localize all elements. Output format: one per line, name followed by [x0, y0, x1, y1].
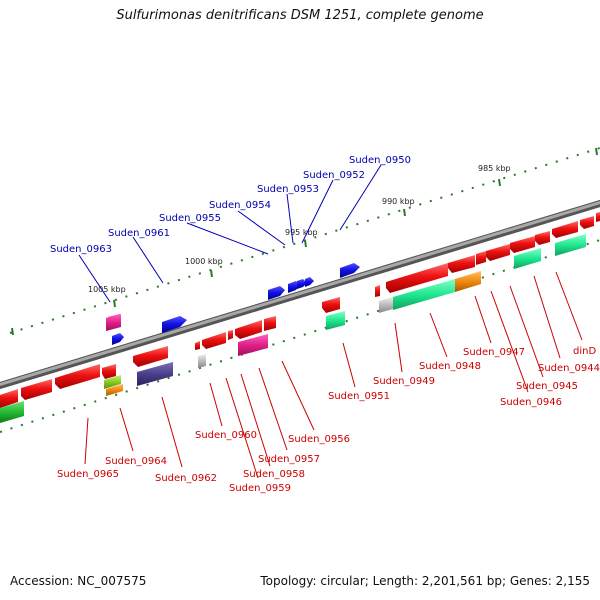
gene-suden-0956[interactable] [264, 316, 276, 331]
gene-suden-0951[interactable] [322, 297, 340, 313]
block-gray-0949 [379, 297, 393, 313]
scale-label-995: 995 kbp [285, 228, 318, 237]
gene-blue-small[interactable] [112, 333, 124, 345]
label-suden-0963[interactable]: Suden_0963 [50, 244, 112, 255]
scale-label-1005: 1005 kbp [88, 285, 126, 294]
gene-dind[interactable] [552, 221, 578, 238]
label-suden-0954[interactable]: Suden_0954 [209, 200, 271, 211]
block-orange-0948 [455, 271, 481, 292]
gene-suden-0952[interactable] [305, 277, 314, 287]
label-suden-0958[interactable]: Suden_0958 [243, 469, 305, 480]
gene-suden-0959[interactable] [202, 332, 226, 349]
bottom-leader-lines [84, 271, 583, 479]
label-suden-0948[interactable]: Suden_0948 [419, 361, 481, 372]
reverse-genes [0, 212, 600, 408]
gene-red-small-a[interactable] [102, 364, 116, 379]
label-suden-0961[interactable]: Suden_0961 [108, 228, 170, 239]
label-suden-0950[interactable]: Suden_0950 [349, 155, 411, 166]
scale-label-990: 990 kbp [382, 197, 415, 206]
gene-suden-0947[interactable] [476, 251, 486, 265]
gene-suden-0963-block[interactable] [106, 314, 121, 331]
label-suden-0946[interactable]: Suden_0946 [500, 397, 562, 408]
label-suden-0955[interactable]: Suden_0955 [159, 213, 221, 224]
block-magenta [238, 334, 268, 356]
block-orange-small [106, 384, 123, 396]
genome-title: Sulfurimonas denitrificans DSM 1251, com… [116, 8, 484, 23]
label-suden-0944[interactable]: Suden_0944 [538, 363, 600, 374]
gene-suden-0958[interactable] [228, 330, 233, 340]
gene-suden-0946[interactable] [486, 244, 510, 261]
label-suden-0965[interactable]: Suden_0965 [57, 469, 119, 480]
gene-suden-0964[interactable] [55, 364, 100, 389]
top-leader-lines [78, 164, 382, 303]
gene-suden-0948[interactable] [448, 255, 475, 273]
block-spring-0944 [555, 234, 586, 256]
gene-red-edge[interactable] [580, 216, 594, 229]
block-yellowgreen [104, 375, 121, 389]
gene-suden-0949[interactable] [375, 285, 380, 297]
block-gray-small [198, 354, 206, 368]
block-spring-0951 [326, 311, 345, 330]
category-blocks [0, 234, 586, 423]
gene-suden-0965a[interactable] [0, 389, 18, 408]
gene-suden-0949b[interactable] [386, 263, 448, 293]
label-suden-0959[interactable]: Suden_0959 [229, 483, 291, 494]
label-suden-0960[interactable]: Suden_0960 [195, 430, 257, 441]
gene-suden-0950[interactable] [340, 263, 360, 278]
label-suden-0945[interactable]: Suden_0945 [516, 381, 578, 392]
label-suden-0957[interactable]: Suden_0957 [258, 454, 320, 465]
block-spring-0946 [514, 248, 541, 269]
gene-suden-0962[interactable] [133, 346, 168, 367]
forward-genes [106, 263, 360, 345]
topology-text: Topology: circular; Length: 2,201,561 bp… [260, 574, 590, 588]
scale-label-1000: 1000 kbp [185, 257, 223, 266]
label-suden-0951[interactable]: Suden_0951 [328, 391, 390, 402]
label-suden-0952[interactable]: Suden_0952 [303, 170, 365, 181]
gene-suden-0957[interactable] [235, 320, 262, 339]
gene-suden-0945[interactable] [510, 236, 535, 253]
gene-suden-0944[interactable] [535, 231, 550, 245]
scale-label-985: 985 kbp [478, 164, 511, 173]
gene-suden-0955[interactable] [268, 286, 285, 300]
label-dind[interactable]: dinD [573, 346, 596, 357]
label-suden-0962[interactable]: Suden_0962 [155, 473, 217, 484]
accession-text: Accession: NC_007575 [10, 574, 147, 588]
block-spring-long [393, 279, 455, 310]
label-suden-0949[interactable]: Suden_0949 [373, 376, 435, 387]
gene-suden-0965[interactable] [21, 379, 52, 400]
gene-red-edge2[interactable] [596, 212, 600, 222]
label-suden-0956[interactable]: Suden_0956 [288, 434, 350, 445]
block-green-left [0, 401, 24, 423]
label-suden-0964[interactable]: Suden_0964 [105, 456, 167, 467]
gene-suden-0953[interactable] [297, 279, 307, 289]
label-suden-0947[interactable]: Suden_0947 [463, 347, 525, 358]
gene-suden-0960[interactable] [195, 341, 200, 350]
scale-major-ticks [11, 147, 598, 336]
gene-suden-0961[interactable] [162, 316, 187, 333]
genome-backbone [0, 199, 600, 390]
label-suden-0953[interactable]: Suden_0953 [257, 184, 319, 195]
block-navy [137, 362, 173, 386]
